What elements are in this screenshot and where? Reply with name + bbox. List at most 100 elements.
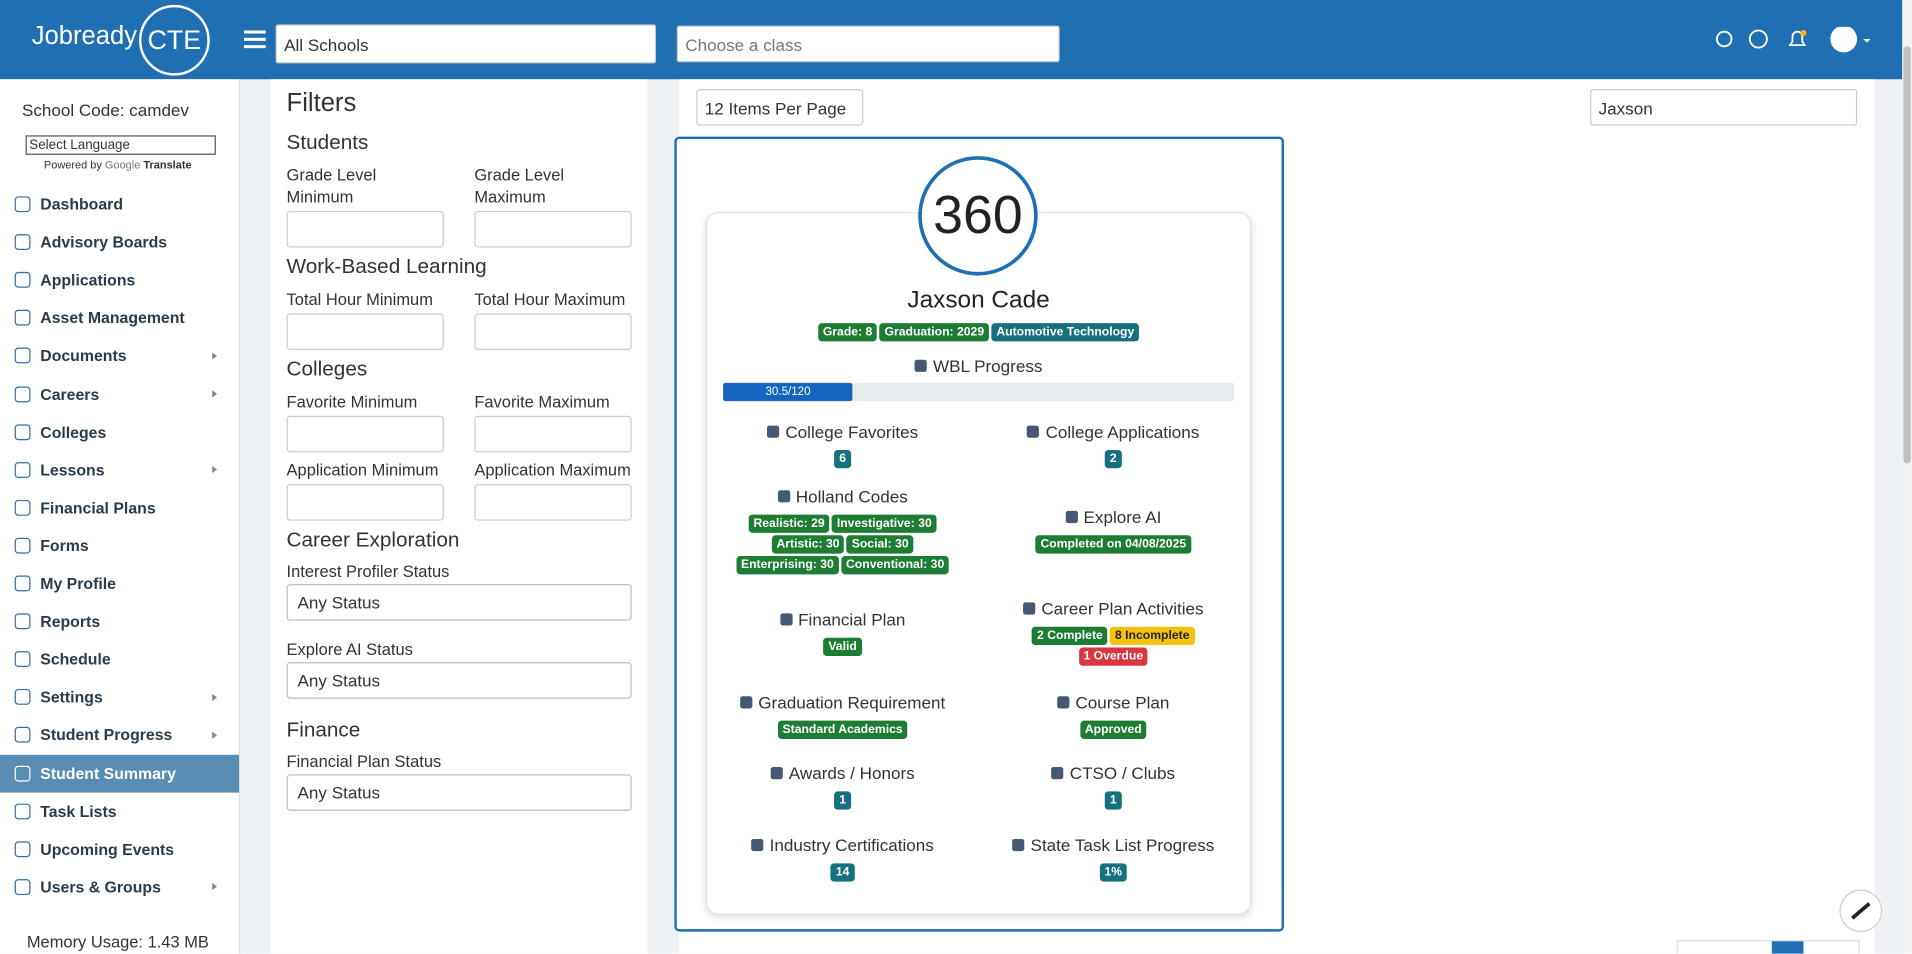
tile: Course Plan Approved bbox=[978, 680, 1249, 751]
nav-label: Upcoming Events bbox=[40, 839, 175, 859]
field: Favorite Minimum bbox=[286, 391, 444, 453]
tile: College Favorites 6 bbox=[707, 415, 978, 476]
field-input[interactable] bbox=[474, 484, 632, 521]
nav-item[interactable]: Student Summary bbox=[0, 754, 240, 792]
nav-label: Forms bbox=[40, 536, 89, 555]
page-active[interactable] bbox=[1771, 941, 1804, 954]
nav-item[interactable]: Colleges bbox=[0, 413, 239, 451]
student-summary: Jaxson Cade Grade: 8 Graduation: 2029 Auto… bbox=[706, 212, 1252, 915]
field-label: Favorite Maximum bbox=[474, 392, 610, 411]
submenu-arrow bbox=[212, 883, 218, 891]
nav-icon bbox=[14, 613, 31, 630]
field-input[interactable] bbox=[474, 415, 632, 453]
field: Application Minimum bbox=[286, 460, 444, 521]
tile-title: Explore AI bbox=[1065, 507, 1162, 527]
wbl-title: WBL Progress bbox=[707, 356, 1250, 376]
field: Total Hour Maximum bbox=[474, 289, 632, 350]
nav-icon bbox=[14, 272, 31, 289]
help-fab[interactable] bbox=[1838, 888, 1884, 934]
badge: 6 bbox=[834, 449, 851, 468]
scrollbar bbox=[1902, 0, 1912, 954]
field-input[interactable] bbox=[474, 210, 632, 248]
nav-item[interactable]: Forms bbox=[0, 527, 239, 565]
badge: Completed on 04/08/2025 bbox=[1035, 534, 1192, 553]
section-title: Colleges bbox=[286, 357, 368, 381]
badge: 1% bbox=[1099, 863, 1127, 882]
per-page-select[interactable]: 12 Items Per Page bbox=[696, 89, 864, 126]
badge: Valid bbox=[823, 637, 862, 656]
tile: CTSO / Clubs 1 bbox=[978, 751, 1249, 823]
nav-item[interactable]: Dashboard bbox=[0, 185, 239, 223]
search-input[interactable]: Jaxson bbox=[1590, 89, 1858, 126]
tile-badges: Valid bbox=[822, 636, 863, 657]
tile-badges: 1 bbox=[1104, 790, 1123, 811]
field-input[interactable] bbox=[286, 484, 444, 521]
nav-item[interactable]: Upcoming Events bbox=[0, 830, 239, 868]
tile-title: Career Plan Activities bbox=[1023, 599, 1203, 619]
header-icons bbox=[1715, 26, 1871, 53]
nav-label: My Profile bbox=[40, 574, 116, 593]
tile-badges: 2 Complete 8 Incomplete 1 Overdue bbox=[1001, 626, 1227, 667]
tile: Financial Plan Valid bbox=[707, 585, 978, 680]
field: Favorite Maximum bbox=[474, 391, 632, 453]
nav-item[interactable]: My Profile bbox=[0, 565, 239, 603]
field: Grade Level Maximum bbox=[474, 165, 632, 248]
status-select[interactable]: Any Status bbox=[286, 774, 632, 811]
nav-label: Lessons bbox=[40, 460, 105, 479]
field-label: Grade Level Maximum bbox=[474, 165, 565, 207]
field-label: Grade Level Minimum bbox=[286, 165, 377, 207]
field-label: Favorite Minimum bbox=[286, 392, 418, 411]
scroll-thumb[interactable] bbox=[1903, 46, 1911, 464]
nav-item[interactable]: Schedule bbox=[0, 640, 239, 678]
nav-item[interactable]: Lessons bbox=[0, 451, 239, 489]
badge: Automotive Technology bbox=[991, 323, 1140, 342]
nav-icon bbox=[14, 575, 31, 592]
menu-button[interactable] bbox=[243, 29, 266, 49]
nav-item[interactable]: Financial Plans bbox=[0, 489, 239, 527]
nav-item[interactable]: Student Progress bbox=[0, 716, 239, 754]
nav-icon bbox=[14, 537, 31, 554]
bell-icon[interactable] bbox=[1788, 30, 1807, 47]
nav-item[interactable]: Applications bbox=[0, 261, 239, 299]
nav-item[interactable]: Asset Management bbox=[0, 299, 239, 337]
avatar-icon[interactable] bbox=[1830, 26, 1858, 53]
nav-icon bbox=[14, 689, 31, 706]
field-input[interactable] bbox=[286, 210, 444, 248]
status-select[interactable]: Any Status bbox=[286, 584, 632, 621]
nav-icon bbox=[14, 840, 31, 857]
help-icon[interactable] bbox=[1748, 29, 1768, 49]
filters-panel: Filters Students Grade Level Minimum Grade… bbox=[270, 79, 648, 954]
filters-title: Filters bbox=[286, 89, 357, 118]
nav-item[interactable]: Users & Groups bbox=[0, 868, 239, 906]
nav-item[interactable]: Reports bbox=[0, 602, 239, 640]
field-input[interactable] bbox=[474, 313, 632, 350]
language-select[interactable]: Select Language bbox=[25, 135, 216, 155]
school-code: School Code: camdev bbox=[21, 99, 189, 120]
nav-label: Careers bbox=[40, 384, 100, 404]
field-input[interactable] bbox=[286, 415, 444, 453]
nav-item[interactable]: Task Lists bbox=[0, 792, 239, 830]
field-grid: Favorite Minimum Favorite Maximum Applicat… bbox=[286, 391, 632, 521]
nav-item[interactable]: Careers bbox=[0, 375, 239, 413]
google: Google bbox=[104, 158, 141, 171]
tile-title: College Favorites bbox=[767, 421, 918, 441]
nav-item[interactable]: Settings bbox=[0, 678, 239, 716]
field-label: Application Minimum bbox=[286, 460, 439, 480]
caret bbox=[1863, 39, 1871, 43]
tile-title: Financial Plan bbox=[780, 609, 905, 629]
nav-icon bbox=[14, 461, 31, 478]
logo-cte: CTE bbox=[139, 4, 210, 76]
status-select[interactable]: Any Status bbox=[286, 662, 632, 699]
filter-sections: Students Grade Level Minimum Grade Level M… bbox=[286, 130, 632, 811]
nav-item[interactable]: Documents bbox=[0, 337, 239, 375]
tile-title: Industry Certifications bbox=[751, 835, 934, 855]
badge: Artistic: 30 bbox=[771, 534, 845, 553]
class-select[interactable]: Choose a class bbox=[676, 25, 1060, 63]
school-select[interactable]: All Schools bbox=[275, 24, 657, 64]
tips-icon[interactable] bbox=[1715, 30, 1733, 48]
field-input[interactable] bbox=[286, 313, 444, 350]
submenu-arrow bbox=[212, 466, 218, 474]
badge: Standard Academics bbox=[777, 720, 908, 739]
nav-item[interactable]: Advisory Boards bbox=[0, 223, 239, 261]
